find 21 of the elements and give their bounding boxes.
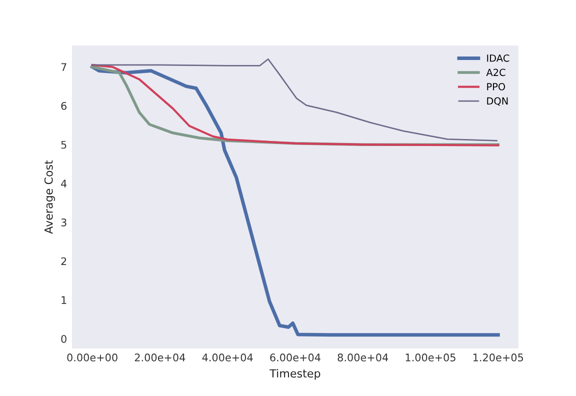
y-tick-label: 4: [61, 180, 67, 188]
y-axis-title: Average Cost: [44, 160, 55, 234]
legend-label: IDAC: [487, 54, 510, 62]
y-tick-label: 7: [61, 63, 66, 71]
y-tick-label: 0: [61, 334, 66, 343]
y-tick-label: 6: [61, 102, 66, 110]
y-tick-label: 2: [61, 257, 66, 266]
x-tick-label: 1.20e+05: [473, 354, 523, 362]
legend-label: A2C: [486, 68, 506, 76]
x-axis-title: Timestep: [270, 368, 320, 380]
y-tick-label: 5: [61, 140, 66, 149]
legend-label: PPO: [487, 83, 506, 90]
y-tick-label: 1: [62, 296, 66, 304]
legend-label: DQN: [487, 97, 508, 106]
x-tick-label: 2.00e+04: [134, 354, 186, 362]
x-tick-label: 8.00e+04: [338, 354, 388, 362]
x-tick-label: 0.00e+00: [67, 354, 118, 362]
x-tick-label: 6.00e+04: [270, 354, 320, 362]
x-tick-label: 4.00e+04: [202, 354, 253, 362]
x-tick-label: 1.00e+05: [406, 354, 456, 362]
y-tick-label: 3: [61, 218, 66, 226]
